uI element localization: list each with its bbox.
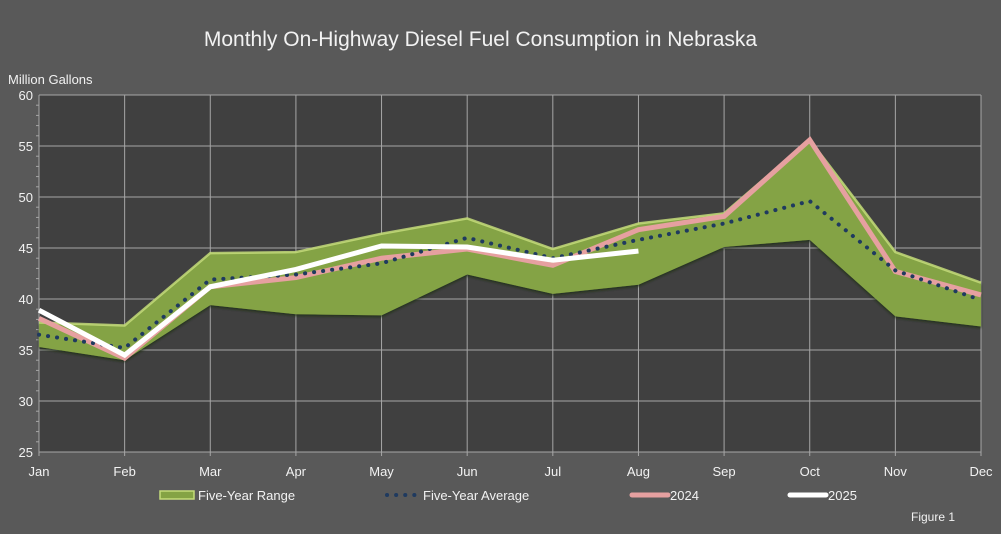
y-tick-label: 40 bbox=[19, 292, 33, 307]
legend-label: Five-Year Average bbox=[423, 488, 529, 503]
series-layer bbox=[37, 136, 983, 362]
x-tick-label: Aug bbox=[627, 464, 650, 479]
x-tick-label: Sep bbox=[713, 464, 736, 479]
legend-five-year-range: Five-Year Range bbox=[159, 488, 295, 503]
chart-title: Monthly On-Highway Diesel Fuel Consumpti… bbox=[203, 28, 758, 51]
series-2025-line bbox=[37, 243, 639, 359]
y-axis-label: Million Gallons bbox=[8, 72, 93, 87]
legend-label: 2024 bbox=[670, 488, 699, 503]
x-tick-label: Jan bbox=[29, 464, 50, 479]
x-tick-label: Dec bbox=[969, 464, 993, 479]
y-axis: 25 30 35 40 45 50 55 60 bbox=[19, 88, 33, 460]
y-tick-label: 25 bbox=[19, 445, 33, 460]
y-tick-label: 60 bbox=[19, 88, 33, 103]
y-tick-label: 30 bbox=[19, 394, 33, 409]
legend: Five-Year Range Five-Year Average 2024 2025 bbox=[159, 488, 857, 503]
legend-five-year-average: Five-Year Average bbox=[385, 488, 529, 503]
x-tick-label: Apr bbox=[286, 464, 307, 479]
x-tick-label: Jul bbox=[545, 464, 562, 479]
x-tick-label: May bbox=[369, 464, 394, 479]
x-tick-label: Oct bbox=[800, 464, 821, 479]
legend-label: 2025 bbox=[828, 488, 857, 503]
legend-label: Five-Year Range bbox=[198, 488, 295, 503]
x-axis: Jan Feb Mar Apr May Jun Jul Aug Sep Oct Nov Dec bbox=[29, 464, 994, 479]
legend-2025: 2025 bbox=[787, 488, 857, 503]
x-tick-label: Feb bbox=[113, 464, 135, 479]
x-tick-label: Nov bbox=[884, 464, 908, 479]
y-tick-label: 35 bbox=[19, 343, 33, 358]
legend-swatch bbox=[159, 490, 195, 500]
x-tick-label: Jun bbox=[457, 464, 478, 479]
y-tick-label: 50 bbox=[19, 190, 33, 205]
figure-label: Figure 1 bbox=[911, 510, 956, 524]
y-tick-label: 45 bbox=[19, 241, 33, 256]
x-tick-label: Mar bbox=[199, 464, 222, 479]
y-tick-label: 55 bbox=[19, 139, 33, 154]
legend-2024: 2024 bbox=[629, 488, 699, 503]
five-year-average-line bbox=[37, 198, 983, 351]
